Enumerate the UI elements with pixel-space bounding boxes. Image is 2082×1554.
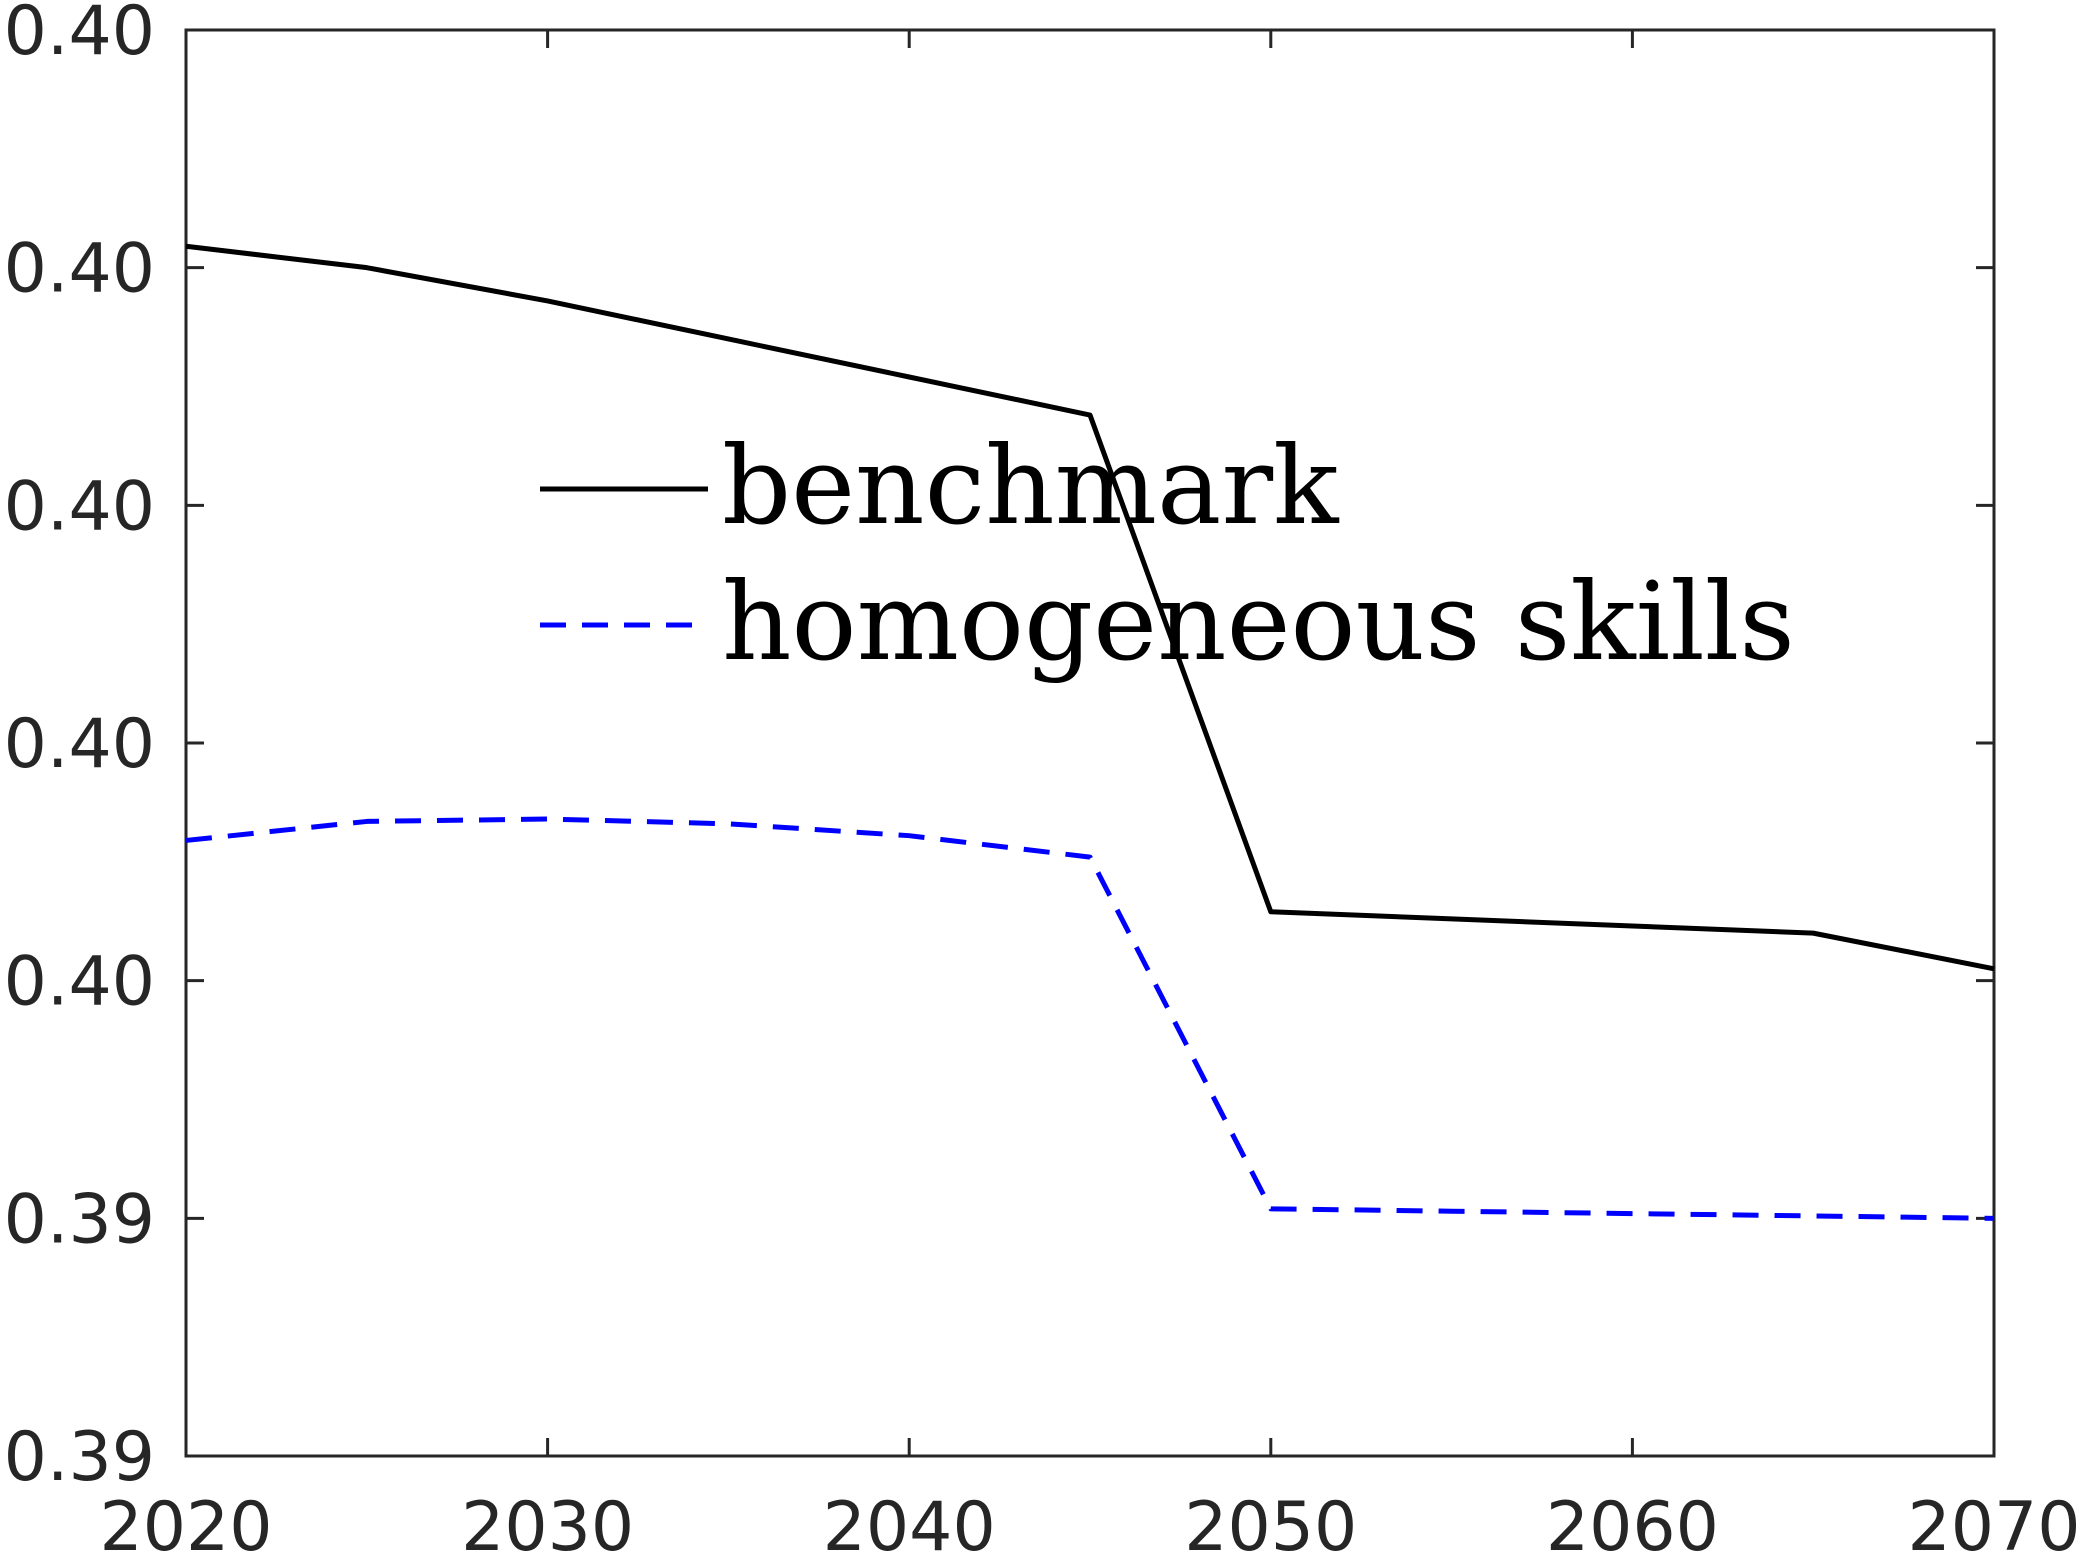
series-1 (185, 243, 1995, 972)
y-tick-label: 0.40 (4, 0, 155, 71)
y-tick-label: 0.40 (4, 467, 155, 546)
y-tick-label: 0.40 (4, 705, 155, 784)
x-tick-label: 2030 (461, 1488, 634, 1554)
x-tick-label: 2040 (823, 1488, 996, 1554)
y-tick-label: 0.39 (4, 1418, 155, 1497)
x-tick-label: 2050 (1184, 1488, 1357, 1554)
x-tick-label: 2020 (99, 1488, 272, 1554)
x-tick-label: 2070 (1907, 1488, 2080, 1554)
y-tick-label: 0.40 (4, 943, 155, 1022)
y-tick-label: 0.39 (4, 1180, 155, 1259)
axes: 2020 2030 2040 2050 2060 2070 0.39 0.39 0.40 0.40… (4, 0, 2081, 1554)
series-2 (185, 816, 1995, 1221)
x-tick-label: 2060 (1546, 1488, 1719, 1554)
series-line (185, 816, 1995, 1221)
legend-label-1: benchmark (722, 424, 1340, 549)
y-tick-label: 0.40 (4, 230, 155, 309)
series-line (185, 243, 1995, 972)
series-layer (185, 243, 1995, 1221)
legend-label-2: homogeneous skills (722, 560, 1795, 685)
plot-frame (184, 28, 1996, 1458)
